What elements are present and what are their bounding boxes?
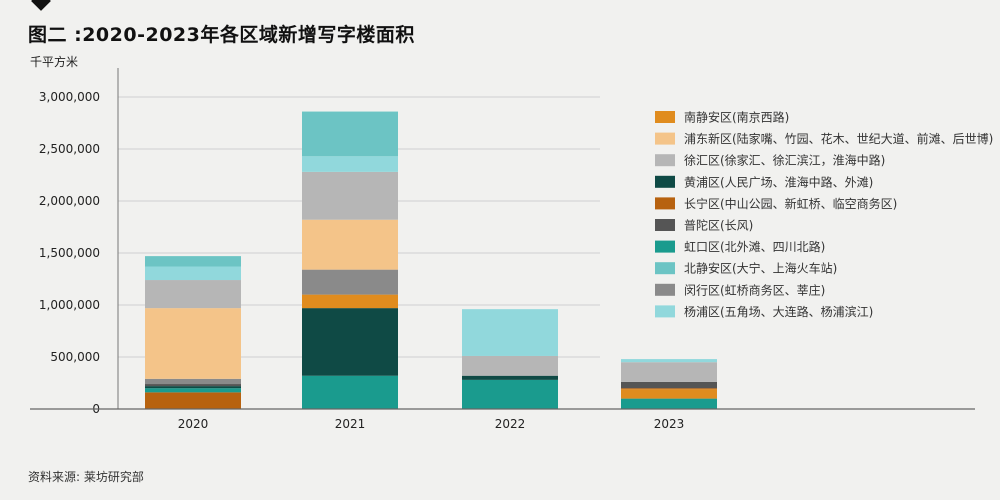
legend-label: 普陀区(长风) (684, 218, 753, 233)
y-tick-label: 1,500,000 (39, 246, 100, 260)
source-note: 资料来源: 莱坊研究部 (28, 470, 144, 484)
bar-segment (302, 171, 398, 220)
bar-segment (145, 386, 241, 389)
x-tick-label: 2021 (335, 417, 366, 431)
bar-segment (302, 308, 398, 376)
bar-segment (145, 280, 241, 309)
legend-swatch (655, 154, 675, 167)
bar-segment (145, 388, 241, 393)
y-axis-label: 千平方米 (30, 54, 78, 69)
bar-segment (621, 362, 717, 382)
bar-segment (302, 294, 398, 309)
x-tick-label: 2020 (178, 417, 209, 431)
bar-segment (145, 308, 241, 379)
bar-segment (462, 379, 558, 409)
bar-segment (462, 375, 558, 380)
bar-segment (302, 375, 398, 409)
legend-label: 北静安区(大宁、上海火车站) (684, 261, 837, 276)
bar-segment (302, 111, 398, 157)
legend-label: 长宁区(中山公园、新虹桥、临空商务区) (684, 196, 897, 211)
legend-swatch (655, 111, 675, 123)
y-tick-label: 1,000,000 (39, 298, 100, 312)
bar-segment (302, 156, 398, 172)
y-tick-label: 500,000 (50, 350, 100, 364)
x-tick-label: 2022 (495, 417, 526, 431)
legend-swatch (655, 219, 675, 231)
y-tick-label: 2,500,000 (39, 142, 100, 156)
bar-segment (621, 359, 717, 363)
bar-segment (621, 398, 717, 409)
bar-segment (621, 388, 717, 390)
y-tick-label: 3,000,000 (39, 90, 100, 104)
legend-label: 黄浦区(人民广场、淮海中路、外滩) (684, 174, 873, 189)
bar-segment (462, 309, 558, 356)
bar-segment (145, 384, 241, 387)
legend-swatch (655, 197, 675, 210)
bar-segment (145, 378, 241, 385)
chart-title: 图二 :2020-2023年各区域新增写字楼面积 (28, 24, 415, 46)
bar-segment (145, 266, 241, 281)
bar-segment (462, 355, 558, 376)
bar-segment (302, 269, 398, 295)
y-tick-label: 2,000,000 (39, 194, 100, 208)
legend-swatch (655, 262, 675, 275)
bar-segment (621, 381, 717, 389)
bar-segment (621, 389, 717, 399)
legend-label: 虹口区(北外滩、四川北路) (684, 239, 825, 254)
bar-segment (145, 256, 241, 267)
legend-label: 浦东新区(陆家嘴、竹园、花木、世纪大道、前滩、后世博) (684, 131, 993, 146)
bar-segment (145, 392, 241, 409)
legend-label: 杨浦区(五角场、大连路、杨浦滨江) (684, 304, 873, 319)
legend-swatch (655, 175, 675, 188)
bar-segment (302, 219, 398, 270)
legend-label: 南静安区(南京西路) (684, 110, 789, 125)
legend-label: 闵行区(虹桥商务区、莘庄) (684, 282, 825, 297)
legend-swatch (655, 132, 675, 145)
legend-swatch (655, 240, 675, 253)
legend-swatch (655, 305, 675, 318)
legend-swatch (655, 283, 675, 296)
legend-label: 徐汇区(徐家汇、徐汇滨江，淮海中路) (684, 153, 885, 168)
x-tick-label: 2023 (654, 417, 685, 431)
